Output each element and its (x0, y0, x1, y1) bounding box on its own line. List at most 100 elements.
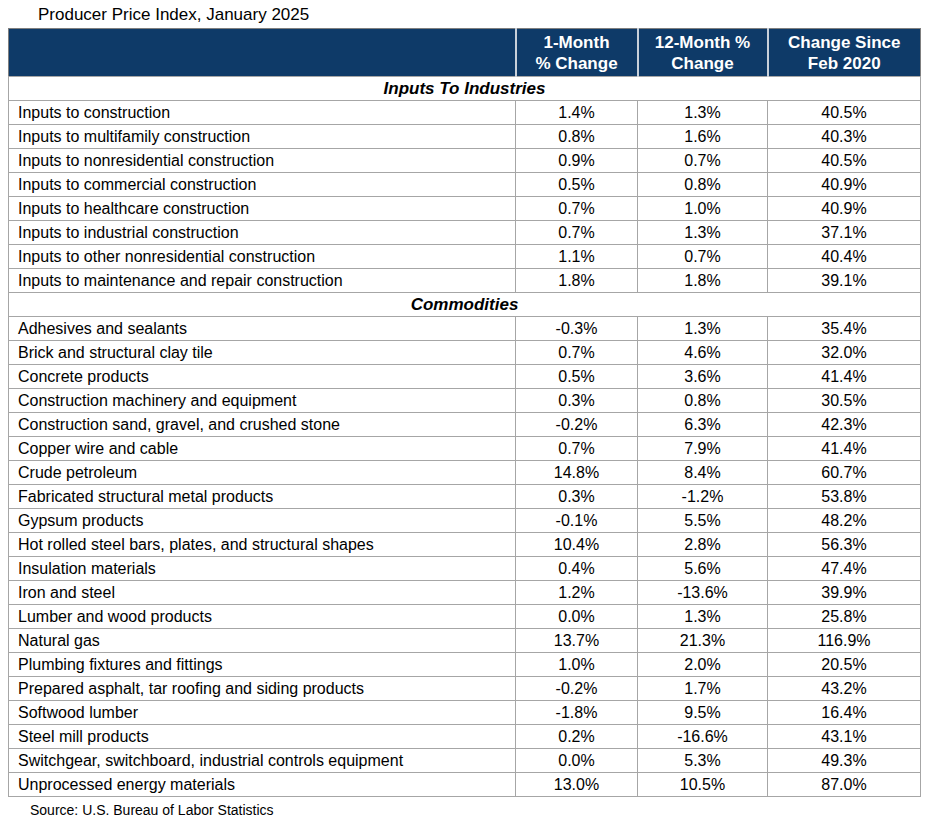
table-row: Inputs to healthcare construction0.7%1.0… (9, 197, 921, 221)
one-month-change-value: 0.3% (516, 389, 638, 413)
change-since-feb-2020-value: 39.9% (768, 581, 921, 605)
row-label: Concrete products (9, 365, 516, 389)
row-label: Inputs to construction (9, 101, 516, 125)
twelve-month-change-value: 9.5% (638, 701, 768, 725)
table-row: Inputs to other nonresidential construct… (9, 245, 921, 269)
row-label: Copper wire and cable (9, 437, 516, 461)
row-label: Iron and steel (9, 581, 516, 605)
twelve-month-change-value: 21.3% (638, 629, 768, 653)
change-since-feb-2020-value: 40.9% (768, 197, 921, 221)
twelve-month-change-value: 5.3% (638, 749, 768, 773)
change-since-feb-2020-value: 43.1% (768, 725, 921, 749)
one-month-change-value: 0.0% (516, 749, 638, 773)
twelve-month-change-value: 4.6% (638, 341, 768, 365)
row-label: Unprocessed energy materials (9, 773, 516, 797)
one-month-change-value: 1.0% (516, 653, 638, 677)
table-header: 1-Month % Change 12-Month % Change Chang… (9, 29, 921, 77)
one-month-change-value: 0.4% (516, 557, 638, 581)
change-since-feb-2020-value: 42.3% (768, 413, 921, 437)
change-since-feb-2020-value: 40.3% (768, 125, 921, 149)
table-row: Softwood lumber-1.8%9.5%16.4% (9, 701, 921, 725)
twelve-month-change-value: 10.5% (638, 773, 768, 797)
change-since-feb-2020-value: 40.5% (768, 101, 921, 125)
change-since-feb-2020-value: 116.9% (768, 629, 921, 653)
twelve-month-change-value: 2.0% (638, 653, 768, 677)
one-month-change-value: 13.7% (516, 629, 638, 653)
change-since-feb-2020-value: 25.8% (768, 605, 921, 629)
twelve-month-change-value: 0.8% (638, 389, 768, 413)
section-row: Commodities (9, 293, 921, 317)
table-row: Fabricated structural metal products0.3%… (9, 485, 921, 509)
change-since-feb-2020-value: 39.1% (768, 269, 921, 293)
table-row: Inputs to nonresidential construction0.9… (9, 149, 921, 173)
twelve-month-change-value: 1.6% (638, 125, 768, 149)
table-row: Inputs to construction1.4%1.3%40.5% (9, 101, 921, 125)
table-row: Prepared asphalt, tar roofing and siding… (9, 677, 921, 701)
row-label: Gypsum products (9, 509, 516, 533)
one-month-change-value: 13.0% (516, 773, 638, 797)
twelve-month-change-value: 5.6% (638, 557, 768, 581)
table-row: Hot rolled steel bars, plates, and struc… (9, 533, 921, 557)
row-label: Construction machinery and equipment (9, 389, 516, 413)
table-row: Natural gas13.7%21.3%116.9% (9, 629, 921, 653)
row-label: Inputs to multifamily construction (9, 125, 516, 149)
twelve-month-change-value: 5.5% (638, 509, 768, 533)
row-label: Lumber and wood products (9, 605, 516, 629)
table-row: Inputs to maintenance and repair constru… (9, 269, 921, 293)
one-month-change-value: 0.7% (516, 437, 638, 461)
header-change-since-feb-2020: Change Since Feb 2020 (768, 29, 921, 77)
header-1-month-change: 1-Month % Change (516, 29, 638, 77)
source-note: Source: U.S. Bureau of Labor Statistics (30, 801, 274, 819)
change-since-feb-2020-value: 48.2% (768, 509, 921, 533)
row-label: Inputs to commercial construction (9, 173, 516, 197)
one-month-change-value: 1.4% (516, 101, 638, 125)
one-month-change-value: 1.2% (516, 581, 638, 605)
twelve-month-change-value: -13.6% (638, 581, 768, 605)
one-month-change-value: 0.7% (516, 197, 638, 221)
row-label: Construction sand, gravel, and crushed s… (9, 413, 516, 437)
change-since-feb-2020-value: 37.1% (768, 221, 921, 245)
one-month-change-value: 0.5% (516, 365, 638, 389)
table-row: Unprocessed energy materials13.0%10.5%87… (9, 773, 921, 797)
change-since-feb-2020-value: 40.9% (768, 173, 921, 197)
twelve-month-change-value: -16.6% (638, 725, 768, 749)
row-label: Inputs to maintenance and repair constru… (9, 269, 516, 293)
row-label: Softwood lumber (9, 701, 516, 725)
change-since-feb-2020-value: 32.0% (768, 341, 921, 365)
row-label: Natural gas (9, 629, 516, 653)
change-since-feb-2020-value: 87.0% (768, 773, 921, 797)
change-since-feb-2020-value: 20.5% (768, 653, 921, 677)
twelve-month-change-value: 1.3% (638, 101, 768, 125)
row-label: Plumbing fixtures and fittings (9, 653, 516, 677)
twelve-month-change-value: 0.7% (638, 245, 768, 269)
row-label: Switchgear, switchboard, industrial cont… (9, 749, 516, 773)
table-row: Inputs to commercial construction0.5%0.8… (9, 173, 921, 197)
table-body: Inputs To IndustriesInputs to constructi… (9, 77, 921, 797)
table-row: Copper wire and cable0.7%7.9%41.4% (9, 437, 921, 461)
twelve-month-change-value: 6.3% (638, 413, 768, 437)
table-row: Steel mill products0.2%-16.6%43.1% (9, 725, 921, 749)
change-since-feb-2020-value: 49.3% (768, 749, 921, 773)
one-month-change-value: 14.8% (516, 461, 638, 485)
row-label: Inputs to healthcare construction (9, 197, 516, 221)
change-since-feb-2020-value: 40.4% (768, 245, 921, 269)
one-month-change-value: 1.1% (516, 245, 638, 269)
change-since-feb-2020-value: 47.4% (768, 557, 921, 581)
change-since-feb-2020-value: 43.2% (768, 677, 921, 701)
change-since-feb-2020-value: 41.4% (768, 437, 921, 461)
twelve-month-change-value: -1.2% (638, 485, 768, 509)
one-month-change-value: 0.0% (516, 605, 638, 629)
one-month-change-value: 0.8% (516, 125, 638, 149)
one-month-change-value: 0.5% (516, 173, 638, 197)
table-row: Lumber and wood products0.0%1.3%25.8% (9, 605, 921, 629)
row-label: Prepared asphalt, tar roofing and siding… (9, 677, 516, 701)
twelve-month-change-value: 1.0% (638, 197, 768, 221)
one-month-change-value: 0.3% (516, 485, 638, 509)
ppi-table: 1-Month % Change 12-Month % Change Chang… (8, 28, 921, 797)
section-label: Commodities (9, 293, 921, 317)
row-label: Crude petroleum (9, 461, 516, 485)
page: Producer Price Index, January 2025 1-Mon… (0, 0, 936, 829)
twelve-month-change-value: 3.6% (638, 365, 768, 389)
change-since-feb-2020-value: 60.7% (768, 461, 921, 485)
table-row: Switchgear, switchboard, industrial cont… (9, 749, 921, 773)
